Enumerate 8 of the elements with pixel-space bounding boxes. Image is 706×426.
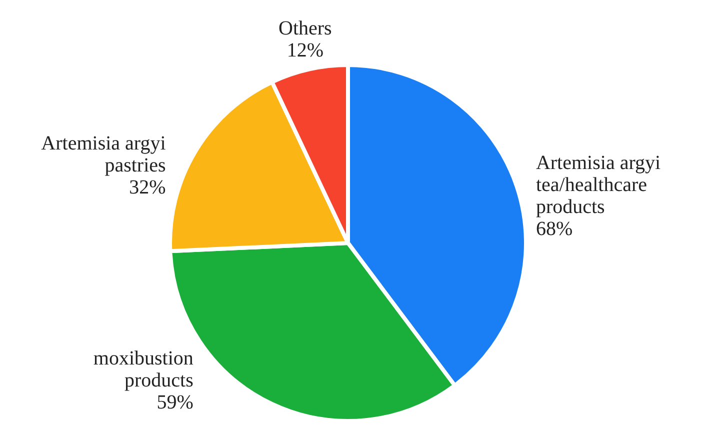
data-label: 12% [286,40,324,62]
slice-label: Others [278,18,332,40]
slice-label: Artemisia argyi pastries [41,132,166,177]
data-label: 59% [156,391,194,414]
slice-label: Artemisia argyi tea/healthcare products [536,152,661,218]
data-label: 68% [536,218,573,240]
data-label: 32% [129,176,166,199]
slice-label: moxibustion products [93,347,194,392]
